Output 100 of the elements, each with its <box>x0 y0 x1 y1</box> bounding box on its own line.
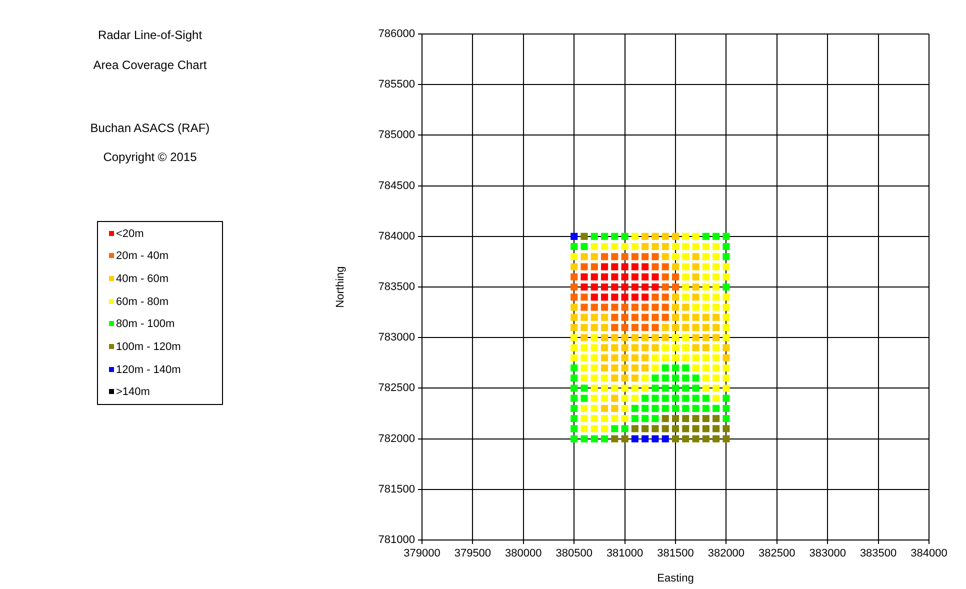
point <box>652 263 659 270</box>
point <box>621 253 628 260</box>
point <box>631 324 638 332</box>
legend-label: 20m - 40m <box>116 250 169 262</box>
legend-label: 60m - 80m <box>116 296 169 308</box>
point <box>631 425 638 432</box>
point <box>590 283 598 291</box>
y-tick-label: 783500 <box>378 281 415 294</box>
point <box>600 283 608 291</box>
point <box>611 283 618 291</box>
text: Area Coverage Chart <box>92 58 208 72</box>
point <box>642 273 649 280</box>
point <box>621 435 628 442</box>
point <box>652 435 659 442</box>
point <box>570 273 578 280</box>
point <box>662 435 669 442</box>
point <box>722 425 730 432</box>
point <box>702 415 710 422</box>
point <box>621 263 628 270</box>
point <box>590 294 598 301</box>
legend-label: <20m <box>116 228 144 240</box>
point <box>712 415 720 422</box>
point <box>642 253 649 260</box>
y-tick-label: 781000 <box>378 534 415 546</box>
text: Radar Line-of-Sight <box>96 28 204 42</box>
point <box>702 425 710 432</box>
point <box>642 314 649 321</box>
point <box>600 263 608 270</box>
point <box>621 304 628 311</box>
point <box>642 435 649 442</box>
point <box>611 435 618 442</box>
point <box>692 415 700 422</box>
y-tick-label: 786000 <box>378 28 415 40</box>
point <box>580 304 588 311</box>
x-tick-label: 382500 <box>758 548 796 560</box>
y-tick-label: 782500 <box>378 382 415 394</box>
x-tick-label: 379500 <box>454 548 492 560</box>
point <box>672 425 680 432</box>
point <box>652 324 659 332</box>
x-tick-label: 383500 <box>860 548 897 560</box>
point <box>611 273 618 280</box>
legend-label: 120m - 140m <box>116 364 181 376</box>
point <box>652 273 659 280</box>
point <box>722 435 730 442</box>
point <box>580 273 588 280</box>
legend-label: 40m - 60m <box>116 272 169 285</box>
x-tick-label: 380500 <box>556 548 592 560</box>
x-axis-title: Easting <box>657 572 694 584</box>
point <box>662 314 669 321</box>
point <box>712 425 720 432</box>
point <box>570 283 578 291</box>
x-tick-label: 380000 <box>505 548 542 560</box>
point <box>611 314 618 321</box>
point <box>580 294 588 301</box>
point <box>570 294 578 301</box>
point <box>712 435 720 442</box>
y-tick-label: 782000 <box>378 432 415 445</box>
point <box>692 435 700 442</box>
point <box>702 435 710 442</box>
point <box>662 263 669 270</box>
point <box>631 314 638 321</box>
point <box>672 273 680 280</box>
point <box>642 263 649 270</box>
point <box>590 304 598 311</box>
x-tick-label: 379000 <box>404 548 440 560</box>
point <box>662 283 669 291</box>
x-tick-label: 383000 <box>809 548 846 560</box>
y-tick-label: 781500 <box>378 483 415 496</box>
point <box>590 263 598 270</box>
point <box>580 232 588 240</box>
point <box>652 283 659 291</box>
point <box>682 435 690 442</box>
y-tick-label: 785000 <box>378 129 415 142</box>
y-axis-title: Northing <box>334 266 347 308</box>
point <box>642 304 649 311</box>
point <box>652 425 659 432</box>
point <box>631 435 638 442</box>
point <box>692 425 700 432</box>
point <box>611 294 618 301</box>
x-tick-label: 384000 <box>910 548 948 560</box>
text: Copyright © 2015 <box>102 150 198 164</box>
point <box>621 294 628 301</box>
point <box>642 425 649 432</box>
point <box>682 415 690 422</box>
point <box>631 253 638 260</box>
point <box>631 273 638 280</box>
point <box>600 253 608 260</box>
point <box>652 253 659 260</box>
point <box>642 283 649 291</box>
legend-label: 80m - 100m <box>116 318 175 330</box>
point <box>652 294 659 301</box>
point <box>672 283 680 291</box>
point <box>662 294 669 301</box>
point <box>631 294 638 301</box>
point <box>611 253 618 260</box>
point <box>662 425 669 432</box>
point <box>652 314 659 321</box>
point <box>682 425 690 432</box>
point <box>621 273 628 280</box>
point <box>652 304 659 311</box>
